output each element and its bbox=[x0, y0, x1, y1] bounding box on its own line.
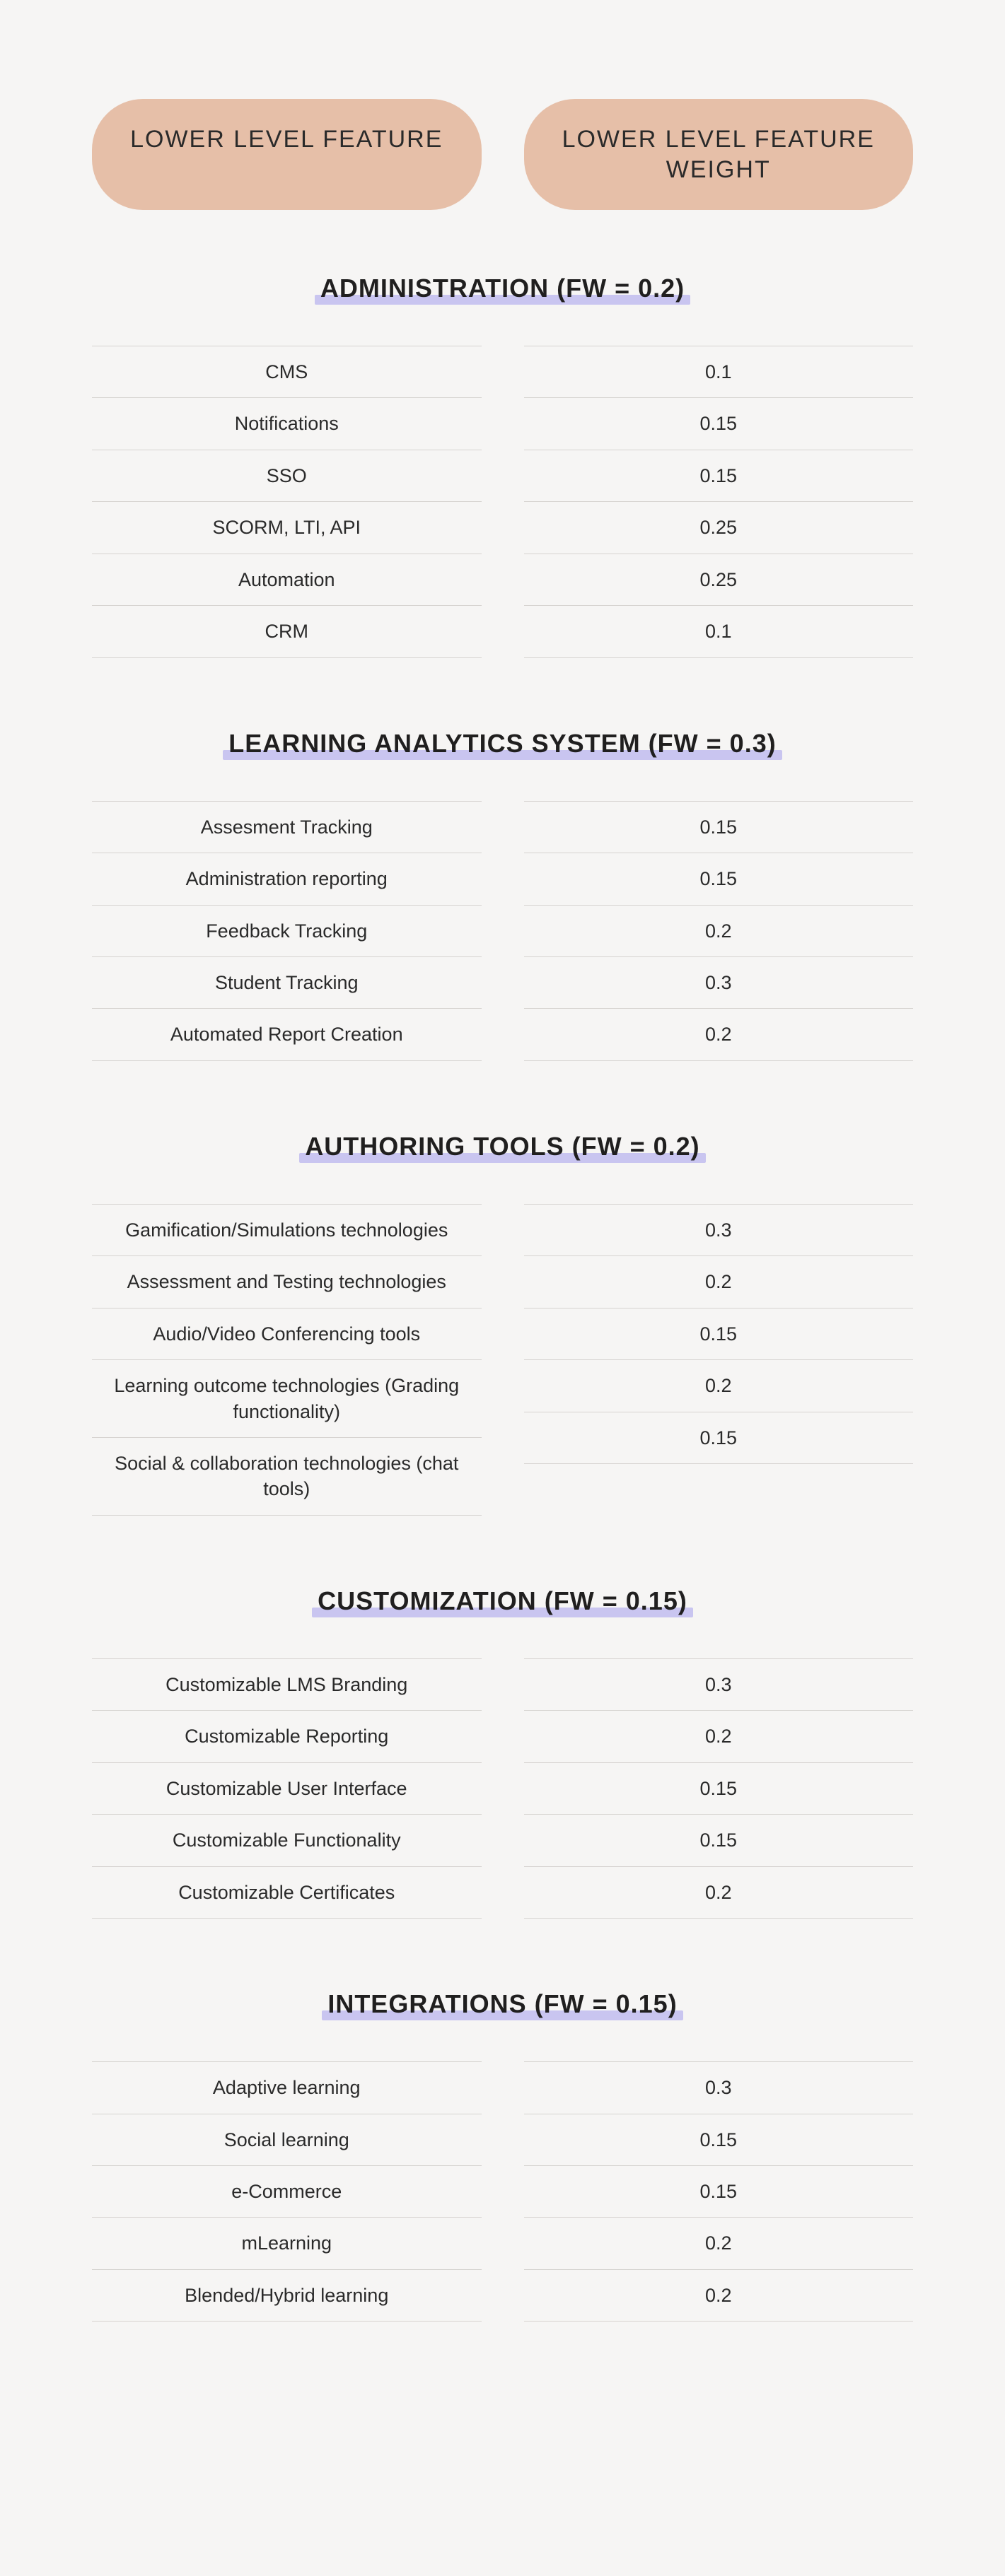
weight-cell: 0.2 bbox=[524, 2270, 914, 2322]
feature-cell: Customizable Certificates bbox=[92, 1867, 482, 1919]
feature-cell: SSO bbox=[92, 450, 482, 502]
weight-cell: 0.1 bbox=[524, 606, 914, 657]
weight-cell: 0.15 bbox=[524, 450, 914, 502]
feature-cell: Automated Report Creation bbox=[92, 1009, 482, 1060]
feature-column: CMSNotificationsSSOSCORM, LTI, APIAutoma… bbox=[92, 346, 482, 658]
header-pill-feature: LOWER LEVEL FEATURE bbox=[92, 99, 482, 210]
feature-column: Assesment TrackingAdministration reporti… bbox=[92, 801, 482, 1061]
feature-cell: Audio/Video Conferencing tools bbox=[92, 1309, 482, 1360]
weight-cell: 0.15 bbox=[524, 1309, 914, 1360]
header-row: LOWER LEVEL FEATURE LOWER LEVEL FEATURE … bbox=[92, 99, 913, 210]
weight-cell: 0.2 bbox=[524, 1360, 914, 1412]
weight-cell: 0.15 bbox=[524, 2166, 914, 2218]
feature-cell: Notifications bbox=[92, 398, 482, 450]
weight-cell: 0.3 bbox=[524, 1658, 914, 1711]
section-title: CUSTOMIZATION (FW = 0.15) bbox=[318, 1586, 687, 1616]
weight-cell: 0.3 bbox=[524, 1204, 914, 1256]
feature-cell: Assessment and Testing technologies bbox=[92, 1256, 482, 1308]
feature-cell: Assesment Tracking bbox=[92, 801, 482, 853]
section-title: INTEGRATIONS (FW = 0.15) bbox=[327, 1989, 677, 2019]
feature-column: Gamification/Simulations technologiesAss… bbox=[92, 1204, 482, 1516]
feature-cell: Customizable Functionality bbox=[92, 1815, 482, 1866]
feature-cell: Feedback Tracking bbox=[92, 906, 482, 957]
feature-column: Adaptive learningSocial learninge-Commer… bbox=[92, 2061, 482, 2322]
header-pill-weight: LOWER LEVEL FEATURE WEIGHT bbox=[524, 99, 914, 210]
weight-cell: 0.25 bbox=[524, 502, 914, 554]
weight-cell: 0.15 bbox=[524, 1815, 914, 1866]
feature-cell: Automation bbox=[92, 554, 482, 606]
feature-cell: CMS bbox=[92, 346, 482, 398]
section-title: ADMINISTRATION (FW = 0.2) bbox=[320, 274, 685, 303]
section-title: LEARNING ANALYTICS SYSTEM (FW = 0.3) bbox=[228, 729, 776, 759]
weight-column: 0.150.150.20.30.2 bbox=[524, 801, 914, 1061]
weight-cell: 0.1 bbox=[524, 346, 914, 398]
weight-cell: 0.3 bbox=[524, 2061, 914, 2114]
weight-cell: 0.15 bbox=[524, 1412, 914, 1464]
feature-cell: Social learning bbox=[92, 2114, 482, 2166]
feature-cell: Gamification/Simulations technologies bbox=[92, 1204, 482, 1256]
weight-cell: 0.2 bbox=[524, 1256, 914, 1308]
feature-cell: mLearning bbox=[92, 2218, 482, 2269]
weight-column: 0.30.150.150.20.2 bbox=[524, 2061, 914, 2322]
feature-cell: Social & collaboration technologies (cha… bbox=[92, 1438, 482, 1516]
feature-table: Assesment TrackingAdministration reporti… bbox=[92, 801, 913, 1061]
feature-cell: Student Tracking bbox=[92, 957, 482, 1009]
feature-cell: SCORM, LTI, API bbox=[92, 502, 482, 554]
feature-cell: Learning outcome technologies (Grading f… bbox=[92, 1360, 482, 1438]
feature-cell: Blended/Hybrid learning bbox=[92, 2270, 482, 2322]
feature-table: Adaptive learningSocial learninge-Commer… bbox=[92, 2061, 913, 2322]
feature-cell: Administration reporting bbox=[92, 853, 482, 905]
weight-cell: 0.3 bbox=[524, 957, 914, 1009]
weight-cell: 0.25 bbox=[524, 554, 914, 606]
feature-cell: e-Commerce bbox=[92, 2166, 482, 2218]
section-title-text: INTEGRATIONS (FW = 0.15) bbox=[327, 1989, 677, 2018]
weight-cell: 0.15 bbox=[524, 801, 914, 853]
feature-cell: Customizable User Interface bbox=[92, 1763, 482, 1815]
feature-column: Customizable LMS BrandingCustomizable Re… bbox=[92, 1658, 482, 1919]
weight-column: 0.30.20.150.20.15 bbox=[524, 1204, 914, 1516]
weight-cell: 0.15 bbox=[524, 853, 914, 905]
weight-cell: 0.2 bbox=[524, 906, 914, 957]
section-title-text: AUTHORING TOOLS (FW = 0.2) bbox=[305, 1132, 699, 1161]
section-title-text: CUSTOMIZATION (FW = 0.15) bbox=[318, 1586, 687, 1615]
feature-table: Customizable LMS BrandingCustomizable Re… bbox=[92, 1658, 913, 1919]
feature-cell: Customizable Reporting bbox=[92, 1711, 482, 1762]
feature-cell: Customizable LMS Branding bbox=[92, 1658, 482, 1711]
weight-column: 0.30.20.150.150.2 bbox=[524, 1658, 914, 1919]
weight-cell: 0.15 bbox=[524, 2114, 914, 2166]
feature-cell: CRM bbox=[92, 606, 482, 657]
section-title: AUTHORING TOOLS (FW = 0.2) bbox=[305, 1132, 699, 1161]
weight-cell: 0.2 bbox=[524, 2218, 914, 2269]
weight-column: 0.10.150.150.250.250.1 bbox=[524, 346, 914, 658]
weight-cell: 0.15 bbox=[524, 398, 914, 450]
section-title-text: LEARNING ANALYTICS SYSTEM (FW = 0.3) bbox=[228, 729, 776, 758]
weight-cell: 0.15 bbox=[524, 1763, 914, 1815]
feature-table: CMSNotificationsSSOSCORM, LTI, APIAutoma… bbox=[92, 346, 913, 658]
feature-table: Gamification/Simulations technologiesAss… bbox=[92, 1204, 913, 1516]
feature-cell: Adaptive learning bbox=[92, 2061, 482, 2114]
weight-cell: 0.2 bbox=[524, 1711, 914, 1762]
section-title-text: ADMINISTRATION (FW = 0.2) bbox=[320, 274, 685, 303]
weight-cell: 0.2 bbox=[524, 1009, 914, 1060]
weight-cell: 0.2 bbox=[524, 1867, 914, 1919]
